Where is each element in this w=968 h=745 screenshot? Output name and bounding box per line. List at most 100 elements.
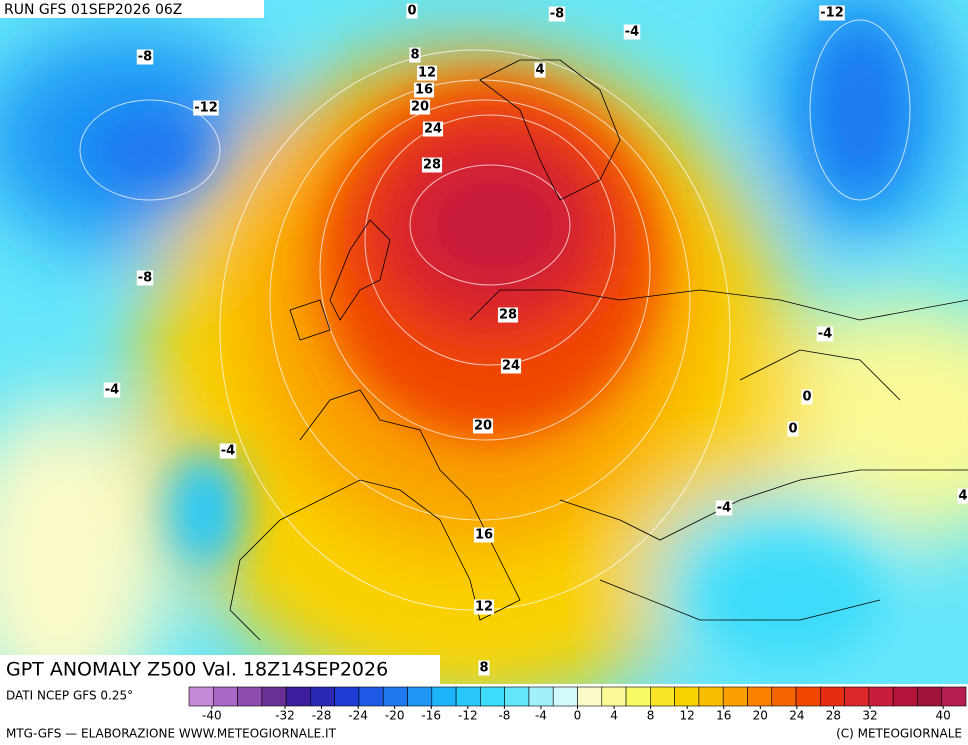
colorbar-swatch	[455, 686, 481, 707]
colorbar-tick-label: -4	[535, 709, 547, 723]
contour-label-bg	[816, 326, 834, 342]
contour-label-bg	[500, 358, 522, 374]
contour-label: -4	[105, 383, 119, 398]
contour-label: 16	[415, 83, 433, 98]
contour-label: 20	[474, 419, 492, 434]
contour-label: -8	[138, 271, 152, 286]
contour-label-bg	[819, 5, 845, 21]
contour-label: -4	[818, 327, 832, 342]
colorbar-swatch	[261, 686, 287, 707]
contour-label-bg	[957, 488, 968, 504]
source-label: DATI NCEP GFS 0.25°	[6, 689, 133, 703]
contour-label-bg	[416, 65, 438, 81]
contour-label-bg	[548, 6, 566, 22]
contour-label-bg	[409, 47, 421, 63]
colorbar-swatch	[480, 686, 505, 707]
colorbar: -40 -32 -28 -24 -20 -16 -12 -8 -4 0 4 8 12 16 20 24 28 32…	[188, 686, 967, 723]
contour-labels: 0 -8 -4 -12 -8 8 4 12 16 -12 20 24 28 -8 28 -4 24 -4 0 20 0 -…	[103, 3, 968, 676]
colorbar-tick-label: 28	[826, 709, 841, 723]
contour-label: 20	[411, 100, 429, 115]
colorbar-tick-label: 8	[647, 709, 655, 723]
colorbar-tick-label: 20	[753, 709, 768, 723]
colorbar-tick-label: 40	[936, 709, 951, 723]
contour-label-bg	[136, 270, 154, 286]
colorbar-tick-label: -16	[421, 709, 441, 723]
colorbar-swatch	[625, 686, 651, 707]
contour-label-bg	[534, 62, 546, 78]
contour-label: -4	[625, 25, 639, 40]
colorbar-swatch	[358, 686, 384, 707]
contour-label-bg	[787, 421, 799, 437]
colorbar-swatch	[795, 686, 821, 707]
contour-label: -12	[194, 101, 218, 116]
colorbar-swatch	[577, 686, 603, 707]
contour-label: 0	[802, 390, 811, 405]
colorbar-swatch	[188, 686, 214, 707]
contour-label-bg	[219, 443, 237, 459]
colorbar-tick-label: 4	[610, 709, 618, 723]
colorbar-swatch	[310, 686, 335, 707]
colorbar-swatch	[917, 686, 943, 707]
contour-label: -12	[820, 6, 844, 21]
contour-label: 4	[535, 63, 544, 78]
map-title: GPT ANOMALY Z500 Val. 18Z14SEP2026	[6, 659, 388, 681]
contour-label-bg	[801, 389, 813, 405]
contour-label: 12	[418, 66, 436, 81]
contour-label: 24	[502, 359, 520, 374]
colorbar-swatch	[892, 686, 918, 707]
contour-label: -8	[550, 7, 564, 22]
contour-label: -4	[717, 501, 731, 516]
colorbar-tick-label: -32	[275, 709, 295, 723]
contour-label: 4	[958, 489, 967, 504]
colorbar-swatch	[212, 686, 238, 707]
colorbar-swatch	[285, 686, 311, 707]
colorbar-tick-label: -12	[458, 709, 478, 723]
footer-right: (C) METEOGIORNALE	[836, 727, 962, 741]
colorbar-tick-label: -20	[385, 709, 405, 723]
colorbar-swatch	[382, 686, 408, 707]
colorbar-swatch	[747, 686, 773, 707]
colorbar-swatch	[552, 686, 578, 707]
contour-label: 28	[423, 158, 441, 173]
colorbar-tick-label: 32	[862, 709, 877, 723]
contour-label-bg	[136, 49, 154, 65]
colorbar-swatch	[407, 686, 433, 707]
colorbar-tick-label: -24	[348, 709, 368, 723]
colorbar-swatch	[431, 686, 457, 707]
contour-label-bg	[472, 418, 494, 434]
colorbar-swatch	[722, 686, 748, 707]
colorbar-swatch	[698, 686, 724, 707]
colorbar-swatch	[528, 686, 554, 707]
contour-label: 28	[499, 308, 517, 323]
colorbar-swatch	[504, 686, 530, 707]
colorbar-swatch	[941, 686, 967, 707]
contour-label: 12	[475, 600, 493, 615]
colorbar-swatch	[820, 686, 845, 707]
contour-label: -8	[138, 50, 152, 65]
contour-label-bg	[193, 100, 219, 116]
colorbar-swatch	[868, 686, 894, 707]
contour-label: 8	[479, 661, 488, 676]
colorbar-tick-label: -28	[312, 709, 332, 723]
contour-label-bg	[409, 99, 431, 115]
contour-label-bg	[103, 382, 121, 398]
contour-label-bg	[623, 24, 641, 40]
contour-label: 16	[475, 528, 493, 543]
contour-label-bg	[406, 3, 418, 19]
colorbar-swatch	[334, 686, 360, 707]
colorbar-tick-label: 12	[680, 709, 695, 723]
colorbar-tick-label: -40	[202, 709, 222, 723]
contour-label-bg	[413, 82, 435, 98]
contour-label-bg	[422, 121, 444, 137]
contour-label-bg	[478, 660, 490, 676]
anomaly-field	[0, 0, 968, 684]
contour-label-bg	[473, 527, 495, 543]
contour-label-bg	[497, 307, 519, 323]
colorbar-swatch	[650, 686, 675, 707]
contour-label: -4	[221, 444, 235, 459]
contour-label: 0	[407, 4, 416, 19]
colorbar-tick-label: 16	[716, 709, 731, 723]
run-label: RUN GFS 01SEP2026 06Z	[4, 2, 182, 18]
